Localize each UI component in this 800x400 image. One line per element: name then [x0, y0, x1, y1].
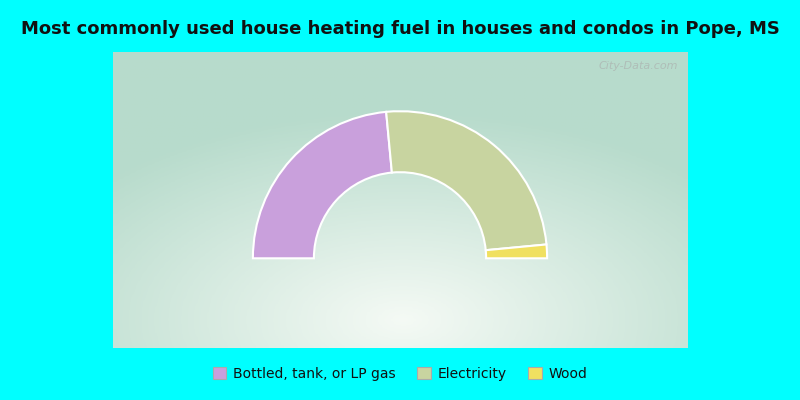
- Wedge shape: [486, 244, 547, 258]
- Legend: Bottled, tank, or LP gas, Electricity, Wood: Bottled, tank, or LP gas, Electricity, W…: [207, 362, 593, 386]
- Text: Most commonly used house heating fuel in houses and condos in Pope, MS: Most commonly used house heating fuel in…: [21, 20, 779, 38]
- Text: City-Data.com: City-Data.com: [598, 61, 678, 71]
- Wedge shape: [253, 112, 392, 258]
- Wedge shape: [386, 111, 546, 250]
